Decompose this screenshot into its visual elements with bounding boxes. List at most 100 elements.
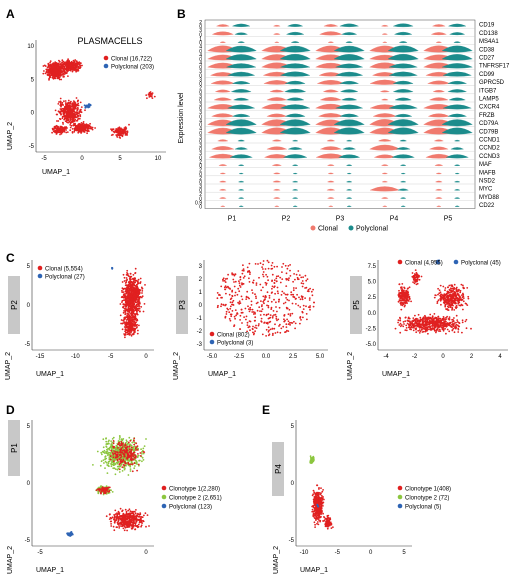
point-clonal: [278, 299, 280, 301]
point-clonotype2: [144, 445, 146, 447]
violin-shape: [324, 24, 338, 26]
point-clonal: [260, 300, 262, 302]
point-clonal: [136, 319, 138, 321]
point-clonal: [252, 328, 254, 330]
point-clonal: [255, 296, 257, 298]
point-clonal: [62, 108, 64, 110]
panel-label-a: A: [6, 7, 15, 21]
gene-label: CD79A: [479, 121, 498, 127]
point-clonal: [130, 288, 132, 290]
violin-shape: [334, 46, 364, 52]
point-clonal: [77, 120, 79, 122]
point-clonal: [56, 63, 58, 65]
point-clonal: [129, 319, 131, 321]
violin-shape: [346, 42, 353, 43]
point-clonal: [114, 132, 116, 134]
violin-shape: [273, 181, 281, 183]
point-clonal: [133, 279, 135, 281]
point-clonal: [401, 283, 403, 285]
point-clonal: [227, 274, 229, 276]
violin-shape: [340, 114, 359, 117]
violin-shape: [275, 206, 279, 207]
violin-shape: [286, 32, 303, 35]
panel-b-ylabel: Expression level: [178, 92, 185, 143]
point-clonal: [268, 261, 270, 263]
point-clonotype2: [119, 435, 121, 437]
point-clonal: [288, 313, 290, 315]
point-clonal: [246, 291, 248, 293]
legend-label: Clonal (5,554): [45, 267, 83, 273]
point-clonotype2: [137, 456, 139, 458]
y-tick-label: 3: [199, 264, 203, 270]
violin-shape: [442, 119, 472, 126]
point-clonal: [67, 109, 69, 111]
point-clonal: [451, 319, 453, 321]
point-clonal: [470, 328, 472, 330]
point-clonal: [235, 292, 237, 294]
x-tick-label: 0: [441, 354, 445, 360]
point-clonal: [263, 322, 265, 324]
point-clonotype2: [106, 462, 108, 464]
point-clonal: [445, 287, 447, 289]
point-clonal: [302, 280, 304, 282]
point-clonal: [267, 291, 269, 293]
point-clonal: [455, 307, 457, 309]
point-clonal: [440, 293, 442, 295]
gene-label: FRZB: [479, 113, 495, 119]
point-clonal: [272, 262, 274, 264]
point-clonal: [249, 273, 251, 275]
point-clonal: [60, 101, 62, 103]
point-clonal: [407, 288, 409, 290]
point-clonotype2: [133, 447, 135, 449]
point-clonal: [275, 314, 277, 316]
point-clonal: [407, 291, 409, 293]
point-clonal: [135, 305, 137, 307]
point-clonotype2: [122, 470, 124, 472]
point-clonal: [55, 78, 57, 80]
point-clonal: [231, 295, 233, 297]
point-clonal: [122, 300, 124, 302]
point-clonal: [408, 326, 410, 328]
point-clonotype2: [104, 467, 106, 469]
violin-shape: [280, 54, 310, 60]
point-clonal: [50, 60, 52, 62]
point-clonal: [285, 302, 287, 304]
violin-shape: [340, 89, 357, 92]
point-clonal: [312, 289, 314, 291]
point-clonal: [225, 285, 227, 287]
x-tick-label: -5: [108, 354, 114, 360]
x-tick-label: P3: [336, 216, 345, 223]
point-clonal: [263, 271, 265, 273]
point-clonotype2: [108, 452, 110, 454]
point-clonal: [456, 324, 458, 326]
point-clonal: [267, 260, 269, 262]
point-clonal: [254, 316, 256, 318]
violin-shape: [382, 99, 389, 100]
point-clonal: [58, 101, 60, 103]
point-clonal: [247, 324, 249, 326]
x-tick-label: 2: [470, 354, 474, 360]
point-clonal: [56, 133, 58, 135]
violin-shape: [400, 197, 405, 198]
point-clonal: [302, 276, 304, 278]
point-clonal: [60, 106, 62, 108]
point-clonal: [234, 324, 236, 326]
point-clonal: [299, 306, 301, 308]
point-clonal: [70, 115, 72, 117]
point-clonal: [230, 306, 232, 308]
point-clonal: [448, 324, 450, 326]
point-clonal: [239, 328, 241, 330]
point-clonal: [398, 301, 400, 303]
point-clonal: [255, 297, 257, 299]
point-clonal: [133, 308, 135, 310]
point-clonal: [56, 120, 58, 122]
point-clonal: [76, 66, 78, 68]
point-clonal: [408, 294, 410, 296]
point-clonal: [269, 333, 271, 335]
violin-shape: [267, 114, 287, 117]
point-clonal: [447, 309, 449, 311]
violin-shape: [239, 206, 243, 207]
violin-shape: [320, 32, 342, 36]
violin-shape: [388, 54, 418, 60]
